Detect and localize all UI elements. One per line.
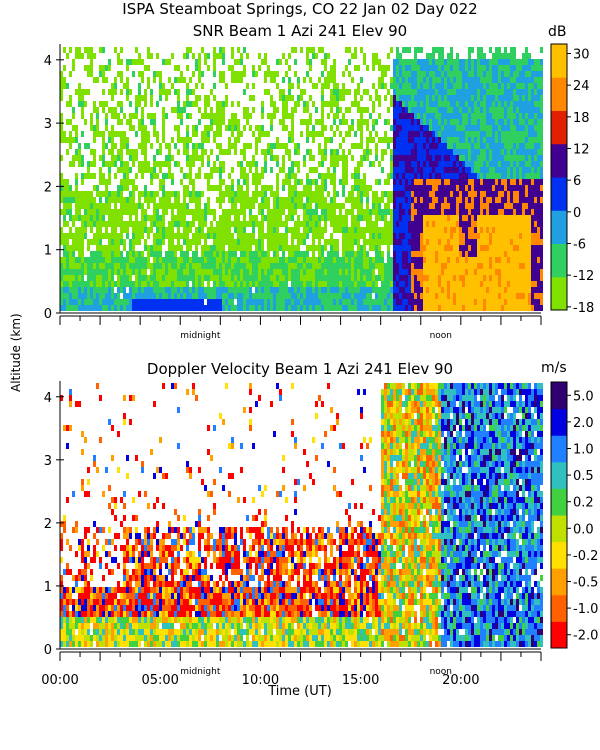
colorbar-tick-label: 0.2 — [573, 496, 594, 511]
colorbar-tick-label: 6 — [573, 174, 581, 189]
colorbar-tick-label: -0.5 — [573, 576, 598, 591]
x-tick-label: 00:00 — [41, 673, 78, 688]
colorbar-segment — [551, 110, 567, 145]
colorbar-tick-label: 1.0 — [573, 443, 594, 458]
y-tick-label: 3 — [44, 117, 52, 132]
marker-label-midnight: midnight — [180, 331, 221, 341]
colorbar-tick-label: 0 — [573, 206, 581, 221]
chart-title-line1: ISPA Steamboat Springs, CO 22 Jan 02 Day… — [122, 0, 478, 18]
heatmap-field-snr — [60, 47, 543, 311]
colorbar-frame — [550, 381, 568, 649]
colorbar-tick-label: 0.5 — [573, 469, 594, 484]
colorbar-segment — [551, 594, 567, 622]
y-tick-label: 3 — [44, 454, 52, 469]
marker-label-noon: noon — [430, 667, 452, 677]
colorbar-segment — [551, 382, 567, 410]
x-tick-label: 20:00 — [442, 673, 479, 688]
colorbar-segment — [551, 515, 567, 543]
colorbar-tick-label: 18 — [573, 111, 590, 126]
y-tick-label: 4 — [44, 391, 52, 406]
y-tick-label: 1 — [44, 580, 52, 595]
colorbar-tick-label: 24 — [573, 79, 590, 94]
colorbar-segment — [551, 435, 567, 463]
colorbar-segment — [551, 177, 567, 211]
doppler-panel-title: Doppler Velocity Beam 1 Azi 241 Elev 90 — [146, 360, 454, 378]
y-tick-label: 2 — [44, 517, 52, 532]
colorbar-tick-label: -0.2 — [573, 549, 598, 564]
colorbar-segment — [551, 276, 567, 311]
colorbar-segment — [551, 568, 567, 596]
y-tick-label: 0 — [44, 643, 52, 658]
colorbar-segment — [551, 488, 567, 516]
snr-panel-title: SNR Beam 1 Azi 241 Elev 90 — [192, 22, 408, 40]
doppler-colorbar-unit: m/s — [541, 360, 567, 376]
x-tick-label: 15:00 — [342, 673, 379, 688]
colorbar-tick-label: -6 — [573, 238, 586, 253]
colorbar-segment — [551, 461, 567, 489]
y-tick-label: 4 — [44, 54, 52, 69]
colorbar-segment — [551, 408, 567, 436]
colorbar-segment — [551, 210, 567, 244]
x-tick-label: 10:00 — [242, 673, 279, 688]
colorbar-segment — [551, 77, 567, 111]
colorbar-segment — [551, 143, 567, 178]
colorbar-tick-label: 12 — [573, 143, 590, 158]
colorbar-segment — [551, 621, 567, 649]
colorbar-tick-label: -1.0 — [573, 602, 598, 617]
colorbar-tick-label: -2.0 — [573, 629, 598, 644]
y-tick-label: 0 — [44, 307, 52, 322]
y-tick-label: 1 — [44, 244, 52, 259]
colorbar-segment — [551, 243, 567, 278]
marker-label-midnight: midnight — [180, 667, 221, 677]
colorbar-tick-label: 0.0 — [573, 522, 594, 537]
colorbar-tick-label: 5.0 — [573, 389, 594, 404]
colorbar-segment — [551, 44, 567, 78]
x-axis-label: Time (UT) — [268, 684, 332, 699]
heatmap-field-doppler — [60, 383, 543, 647]
colorbar-tick-label: -12 — [573, 269, 594, 284]
snr-colorbar-unit: dB — [548, 24, 567, 40]
x-tick-label: 05:00 — [141, 673, 178, 688]
y-tick-label: 2 — [44, 180, 52, 195]
colorbar-tick-label: -18 — [573, 301, 594, 316]
colorbar-segment — [551, 541, 567, 569]
colorbar-tick-label: 30 — [573, 48, 590, 63]
colorbar-frame — [550, 43, 568, 311]
marker-label-noon: noon — [430, 331, 452, 341]
colorbar-tick-label: 2.0 — [573, 416, 594, 431]
